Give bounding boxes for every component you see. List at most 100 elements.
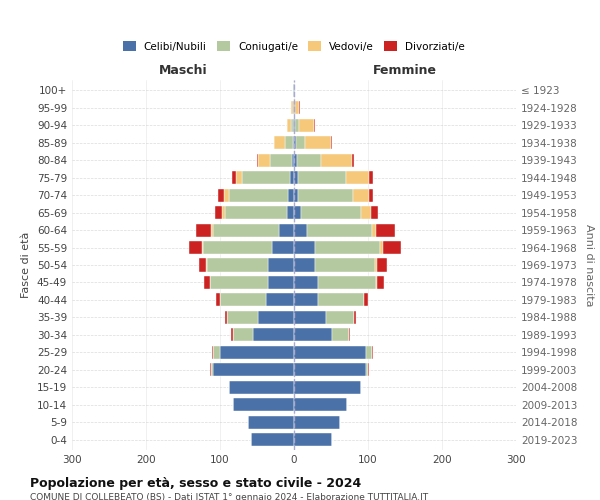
Bar [294,294,319,306]
Bar [366,363,368,376]
Bar [293,84,294,97]
Bar [269,154,292,167]
Bar [294,241,315,254]
Bar [224,188,229,202]
Bar [294,363,366,376]
Bar [361,206,371,219]
Bar [217,294,220,306]
Bar [295,119,299,132]
Bar [380,241,383,254]
Bar [294,380,361,394]
Bar [295,102,299,114]
Bar [202,241,203,254]
Text: Maschi: Maschi [158,64,208,76]
Bar [294,206,301,219]
Bar [285,136,293,149]
Bar [242,171,290,184]
Bar [320,154,352,167]
Bar [212,346,214,359]
Bar [371,206,379,219]
Bar [211,363,212,376]
Bar [332,328,349,342]
Bar [377,258,387,272]
Bar [293,102,294,114]
Bar [233,328,253,342]
Bar [294,84,295,97]
Bar [299,119,314,132]
Bar [294,346,366,359]
Bar [376,224,395,236]
Bar [383,241,401,254]
Bar [294,119,295,132]
Bar [364,294,368,306]
Bar [294,188,298,202]
Bar [222,206,225,219]
Bar [293,119,294,132]
Bar [227,311,259,324]
Bar [331,136,332,149]
Bar [233,398,294,411]
Bar [220,294,266,306]
Bar [225,206,287,219]
Bar [232,171,236,184]
Bar [294,224,307,236]
Y-axis label: Fasce di età: Fasce di età [22,232,31,298]
Bar [294,154,297,167]
Bar [319,294,364,306]
Bar [290,171,294,184]
Bar [287,119,291,132]
Bar [236,171,242,184]
Bar [296,136,305,149]
Text: Femmine: Femmine [373,64,437,76]
Bar [225,311,227,324]
Bar [203,241,272,254]
Bar [211,276,268,289]
Bar [376,276,377,289]
Bar [376,258,377,272]
Bar [268,258,294,272]
Bar [214,346,220,359]
Bar [294,276,319,289]
Bar [314,119,315,132]
Bar [229,380,294,394]
Bar [292,154,294,167]
Bar [307,224,373,236]
Bar [291,119,293,132]
Bar [266,294,294,306]
Bar [294,398,347,411]
Legend: Celibi/Nubili, Coniugati/e, Vedovi/e, Divorziati/e: Celibi/Nubili, Coniugati/e, Vedovi/e, Di… [119,37,469,56]
Bar [199,258,206,272]
Bar [301,206,361,219]
Bar [293,136,294,149]
Bar [257,154,259,167]
Bar [259,311,294,324]
Bar [298,188,353,202]
Bar [372,346,373,359]
Bar [268,276,294,289]
Bar [294,311,326,324]
Bar [349,328,350,342]
Bar [205,276,211,289]
Bar [229,188,288,202]
Bar [373,224,376,236]
Bar [211,224,212,236]
Bar [291,102,293,114]
Bar [297,154,320,167]
Bar [294,102,295,114]
Bar [196,224,211,236]
Bar [368,363,369,376]
Bar [248,416,294,428]
Bar [346,171,370,184]
Bar [370,188,373,202]
Bar [274,136,285,149]
Bar [231,328,233,342]
Bar [370,171,373,184]
Bar [294,171,298,184]
Bar [220,346,294,359]
Bar [251,433,294,446]
Bar [253,328,294,342]
Bar [287,206,294,219]
Text: COMUNE DI COLLEBEATO (BS) - Dati ISTAT 1° gennaio 2024 - Elaborazione TUTTITALIA: COMUNE DI COLLEBEATO (BS) - Dati ISTAT 1… [30,492,428,500]
Bar [354,311,356,324]
Bar [294,328,332,342]
